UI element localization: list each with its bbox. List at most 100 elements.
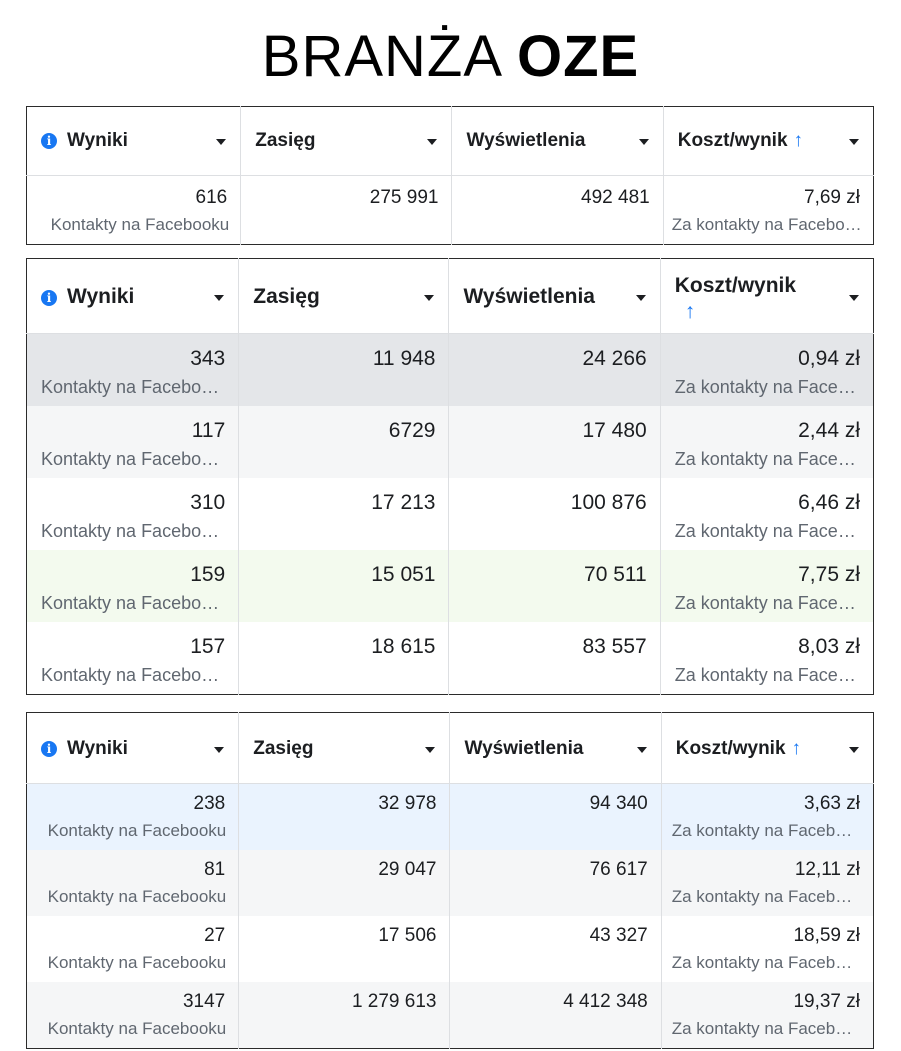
caret-down-icon[interactable] [636,747,647,753]
cell-wyswietlenia: 94 340 [589,793,648,814]
cell-wyniki-sub: Kontakty na Facebooku [50,215,230,234]
table-row[interactable]: 616 Kontakty na Facebooku 275 991 492 481… [26,175,874,245]
column-label: Koszt/wynik [674,274,797,297]
table-row[interactable]: 238 Kontakty na Facebooku 32 978 94 340 3… [26,783,874,850]
cell-koszt-sub: Za kontakty na Facebooku [671,887,873,906]
caret-down-icon[interactable] [638,139,649,145]
column-header-wyniki[interactable]: i Wyniki [26,258,240,334]
column-label: Wyniki [67,738,128,759]
cell-zasieg: 17 506 [378,925,437,946]
info-icon[interactable]: i [41,290,57,306]
table-row[interactable]: 343 Kontakty na Facebooku 11 948 24 266 0… [26,333,874,406]
cell-wyniki-sub: Kontakty na Facebooku [47,887,227,906]
column-header-wyswietlenia[interactable]: Wyświetlenia [449,712,662,784]
column-label: Zasięg [253,285,320,308]
caret-down-icon[interactable] [424,295,435,301]
table-row[interactable]: 27 Kontakty na Facebooku 17 506 43 327 18… [26,916,874,982]
table-row[interactable]: 117 Kontakty na Facebooku 6729 17 480 2,4… [26,406,874,478]
column-header-wyniki[interactable]: i Wyniki [26,712,240,784]
info-icon[interactable]: i [41,133,57,149]
cell-koszt: 19,37 zł [793,991,860,1012]
cell-wyniki-sub: Kontakty na Facebooku [47,821,227,840]
table-row[interactable]: 159 Kontakty na Facebooku 15 051 70 511 7… [26,550,874,622]
column-header-wyniki[interactable]: i Wyniki [26,106,242,176]
title-light: BRANŻA [261,24,500,89]
cell-wyniki-sub: Kontakty na Facebooku [41,665,231,685]
cell-zasieg: 11 948 [372,347,436,370]
cell-koszt: 0,94 zł [798,347,860,370]
cell-koszt: 8,03 zł [798,635,860,658]
sort-ascending-icon[interactable]: ↑ [684,300,696,323]
cell-koszt: 12,11 zł [794,859,860,880]
cell-wyswietlenia: 76 617 [589,859,648,880]
caret-down-icon[interactable] [849,295,859,301]
cell-koszt-sub: Za kontakty na Facebooku [674,377,873,397]
caret-down-icon[interactable] [427,139,438,145]
column-label: Wyświetlenia [464,738,584,759]
cell-wyniki-sub: Kontakty na Facebooku [41,521,231,541]
cell-koszt: 7,69 zł [804,187,860,208]
cell-wyniki-sub: Kontakty na Facebooku [47,1019,227,1038]
table-header-row: i Wyniki Zasięg Wyświetlenia Koszt/wynik ↑ [26,712,874,784]
column-label: Wyświetlenia [463,285,595,308]
info-icon[interactable]: i [41,741,57,757]
caret-down-icon[interactable] [849,747,859,753]
results-table-1: i Wyniki Zasięg Wyświetlenia Koszt/wynik ↑… [26,106,874,245]
cell-zasieg: 6729 [388,419,436,442]
cell-wyniki: 343 [190,347,226,370]
column-header-zasieg[interactable]: Zasięg [240,106,453,176]
results-table-2: i Wyniki Zasięg Wyświetlenia Koszt/wynik ↑… [26,258,874,695]
cell-koszt: 18,59 zł [793,925,860,946]
cell-wyswietlenia: 83 557 [582,635,647,658]
cell-zasieg: 17 213 [371,491,436,514]
cell-wyswietlenia: 43 327 [589,925,648,946]
cell-wyniki-sub: Kontakty na Facebooku [41,593,231,613]
cell-wyswietlenia: 4 412 348 [563,991,648,1012]
cell-wyswietlenia: 100 876 [570,491,647,514]
cell-koszt-sub: Za kontakty na Facebooku [674,449,873,469]
cell-wyniki-sub: Kontakty na Facebooku [47,953,227,972]
column-label: Wyniki [67,285,135,308]
cell-wyniki: 27 [204,925,226,946]
column-header-zasieg[interactable]: Zasięg [238,258,450,334]
column-header-wyswietlenia[interactable]: Wyświetlenia [451,106,664,176]
table-row[interactable]: 310 Kontakty na Facebooku 17 213 100 876 … [26,478,874,550]
table-header-row: i Wyniki Zasięg Wyświetlenia Koszt/wynik ↑ [26,106,874,176]
column-header-zasieg[interactable]: Zasięg [238,712,451,784]
sort-ascending-icon[interactable]: ↑ [793,130,804,151]
cell-koszt-sub: Za kontakty na Facebooku [674,665,873,685]
cell-wyniki: 159 [190,563,226,586]
cell-wyniki-sub: Kontakty na Facebooku [41,377,231,397]
cell-koszt: 3,63 zł [804,793,860,814]
table-row[interactable]: 157 Kontakty na Facebooku 18 615 83 557 8… [26,622,874,695]
column-header-koszt[interactable]: Koszt/wynik ↑ [663,106,874,176]
caret-down-icon[interactable] [214,747,225,753]
caret-down-icon[interactable] [216,139,227,145]
cell-koszt-sub: Za kontakty na Facebooku [674,593,873,613]
cell-wyniki: 616 [195,187,228,208]
cell-wyswietlenia: 24 266 [582,347,647,370]
column-header-koszt[interactable]: Koszt/wynik ↑ [660,258,874,334]
caret-down-icon[interactable] [635,295,646,301]
caret-down-icon[interactable] [849,139,859,145]
cell-koszt-sub: Za kontakty na Facebooku [674,521,873,541]
cell-zasieg: 275 991 [369,187,439,208]
results-table-3: i Wyniki Zasięg Wyświetlenia Koszt/wynik ↑… [26,712,874,1049]
column-label: Wyniki [67,130,128,151]
caret-down-icon[interactable] [214,295,225,301]
column-header-wyswietlenia[interactable]: Wyświetlenia [448,258,661,334]
column-header-koszt[interactable]: Koszt/wynik ↑ [661,712,874,784]
cell-wyniki: 117 [191,419,226,442]
column-label: Zasięg [253,738,314,759]
cell-wyswietlenia: 17 480 [582,419,647,442]
title-bold: OZE [516,24,640,89]
column-label: Koszt/wynik [677,130,788,151]
sort-ascending-icon[interactable]: ↑ [791,738,802,759]
cell-zasieg: 32 978 [378,793,437,814]
caret-down-icon[interactable] [425,747,436,753]
table-row[interactable]: 81 Kontakty na Facebooku 29 047 76 617 12… [26,850,874,916]
table-row[interactable]: 3147 Kontakty na Facebooku 1 279 613 4 41… [26,982,874,1049]
column-label: Zasięg [255,130,316,151]
cell-wyswietlenia: 70 511 [584,563,647,586]
column-label: Koszt/wynik [675,738,786,759]
